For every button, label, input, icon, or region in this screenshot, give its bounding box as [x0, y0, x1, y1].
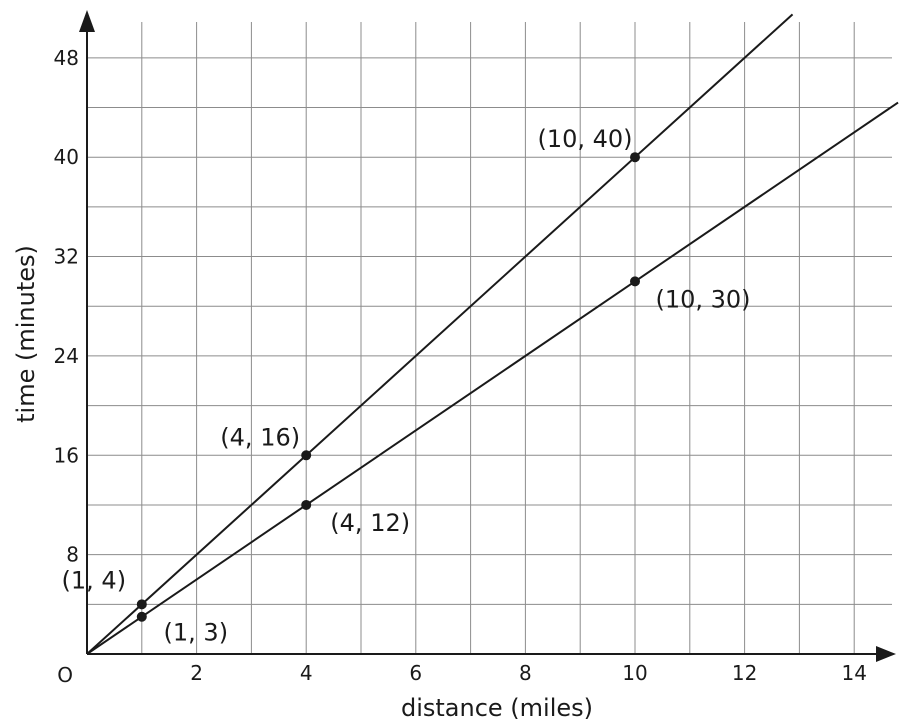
point-labels: (1, 4) (4, 16) (10, 40) (1, 3) (4, 12) (10, 3… [62, 125, 751, 647]
y-tick-label: 16 [54, 443, 79, 467]
x-tick-label: 4 [300, 661, 313, 685]
x-tick-label: 10 [622, 661, 647, 685]
y-tick-label: 48 [54, 46, 79, 70]
point-label: (4, 12) [330, 509, 410, 537]
point-label: (4, 16) [220, 423, 300, 451]
data-point [136, 599, 147, 610]
x-tick-label: 14 [841, 661, 866, 685]
x-tick-label: 12 [732, 661, 757, 685]
x-axis-title: distance (miles) [401, 694, 593, 722]
x-tick-label: 8 [519, 661, 532, 685]
data-point [136, 611, 147, 622]
point-label: (1, 3) [164, 619, 229, 647]
axes [79, 10, 896, 662]
data-point [301, 499, 312, 510]
y-tick-label: 40 [54, 145, 79, 169]
grid [87, 22, 892, 654]
x-tick-label: 2 [190, 661, 203, 685]
y-tick-label: 32 [54, 245, 79, 269]
y-tick-label: 24 [54, 344, 79, 368]
data-point [630, 152, 640, 163]
y-axis-title: time (minutes) [12, 245, 40, 423]
point-label: (10, 40) [537, 125, 632, 153]
series-line-1 [86, 13, 794, 655]
data-points [136, 152, 640, 622]
data-point [630, 276, 640, 287]
series-lines [86, 13, 899, 655]
y-tick-label: 8 [66, 543, 79, 567]
y-tick-labels: 8 16 24 32 40 48 [54, 46, 79, 567]
x-axis-arrow-icon [876, 646, 896, 662]
origin-label: O [57, 663, 73, 687]
data-point [301, 450, 312, 461]
point-label: (1, 4) [62, 566, 127, 594]
series-line-2 [86, 101, 899, 655]
x-tick-label: 6 [409, 661, 422, 685]
x-tick-labels: 2 4 6 8 10 12 14 [190, 661, 867, 685]
point-label: (10, 30) [655, 285, 750, 313]
y-axis-arrow-icon [79, 10, 95, 32]
